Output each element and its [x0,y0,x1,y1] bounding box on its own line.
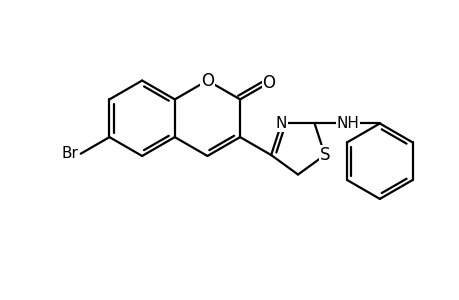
Text: Br: Br [62,146,78,161]
Text: O: O [201,71,213,89]
Text: O: O [262,74,275,92]
Text: NH: NH [336,116,358,131]
Text: N: N [275,116,286,131]
Text: S: S [319,146,330,164]
